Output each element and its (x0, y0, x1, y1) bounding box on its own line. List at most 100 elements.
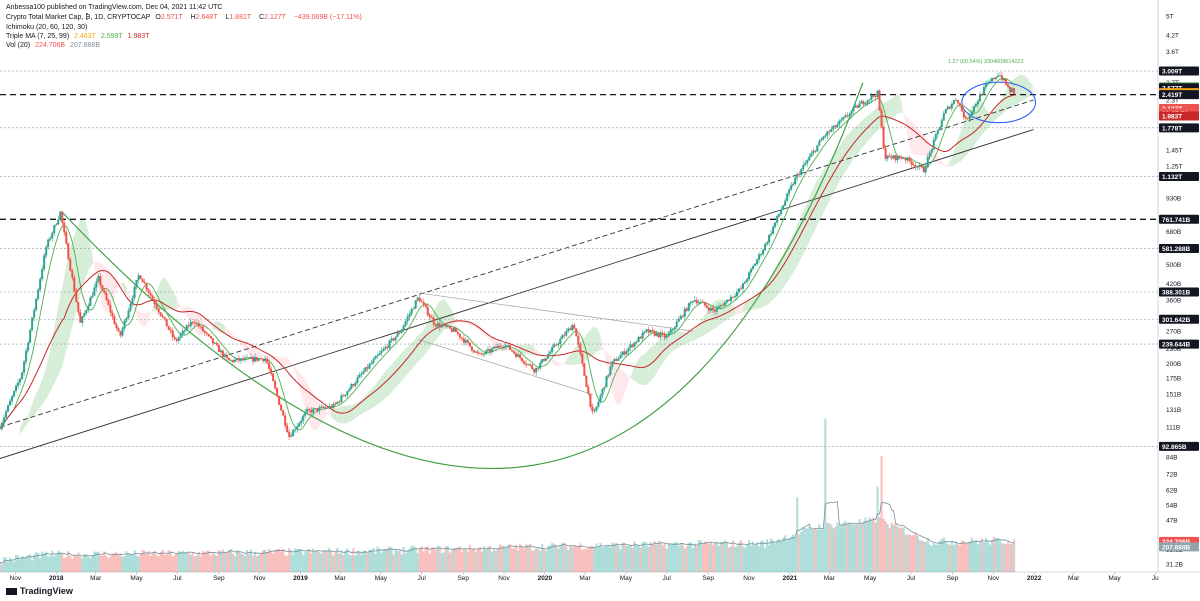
volume-bar (571, 546, 574, 572)
x-tick-label: May (130, 575, 143, 582)
cloud-segment (339, 406, 342, 424)
volume-bar (537, 548, 540, 572)
candle-body (470, 346, 473, 351)
volume-bar (4, 557, 8, 572)
volume-bar (663, 543, 666, 572)
volume-bar (428, 553, 431, 572)
cloud-segment (122, 281, 125, 292)
y-tick-label: 131B (1166, 407, 1181, 414)
volume-bar (332, 555, 335, 572)
volume-bar (61, 553, 64, 572)
candle-body (926, 157, 929, 168)
grid (0, 0, 1200, 573)
volume-bar (103, 551, 106, 572)
candle-body (219, 350, 222, 352)
cloud-segment (421, 329, 424, 358)
cloud-segment (48, 349, 51, 396)
volume-bar (274, 550, 277, 572)
cloud-segment (919, 130, 922, 156)
cloud-segment (393, 360, 396, 390)
cloud-segment (40, 379, 43, 408)
volume-bar (725, 541, 729, 572)
cloud-segment (556, 361, 559, 367)
volume-bar (37, 553, 40, 572)
cloud-segment (863, 117, 866, 147)
candle-body (1, 422, 4, 429)
volume-bar (683, 548, 686, 572)
candle-body (85, 310, 88, 314)
volume-bar (1004, 543, 1008, 572)
candle-body (1007, 84, 1010, 88)
cloud-segment (560, 362, 563, 366)
candle-body (934, 134, 937, 140)
ichimoku-line[interactable]: Ichimoku (20, 60, 120, 30) (6, 23, 90, 32)
candle-body (392, 338, 395, 341)
candle-body (57, 219, 60, 225)
volume-bar (625, 545, 628, 572)
cloud-segment (648, 347, 651, 384)
volume-bar (910, 535, 913, 572)
candle-body (671, 329, 674, 330)
candle-body (195, 323, 198, 324)
cloud-segment (405, 347, 408, 377)
candle-body (91, 295, 94, 298)
candle-body (165, 318, 168, 327)
candle-body (115, 324, 118, 329)
candle-body (952, 100, 955, 105)
volume-bar (111, 553, 114, 572)
volume-bar (633, 541, 636, 572)
volume-bar (165, 554, 168, 572)
candle-body (760, 254, 763, 255)
x-tick-label: Jul (907, 575, 916, 582)
volume-bar (241, 554, 245, 572)
volume-bar (288, 548, 291, 572)
candle-body (294, 429, 297, 431)
cloud-segment (650, 346, 653, 382)
x-tick-label: Sep (213, 575, 225, 582)
time-axis[interactable]: Nov 2018 Mar May Jul Sep Nov 2019 Mar May Jul Sep No… (10, 572, 1160, 582)
candle-body (97, 276, 100, 282)
volume-bar (802, 527, 805, 572)
candle-body (179, 334, 182, 338)
candle-body (77, 301, 80, 313)
volume-bar (649, 541, 652, 572)
volume-bar (153, 551, 156, 572)
volume-bar (673, 542, 676, 572)
cloud-segment (367, 391, 370, 411)
candle-body (278, 395, 281, 405)
cloud-segment (636, 359, 639, 384)
cloud-segment (642, 353, 645, 385)
ohlc-low: L1.881T (225, 14, 254, 21)
cloud-segment (897, 93, 900, 114)
candle-body (625, 351, 628, 355)
cloud-segment (893, 95, 896, 117)
candle-body (173, 337, 176, 339)
volume-bar (934, 544, 937, 572)
candle-body (858, 103, 861, 108)
cloud-segment (303, 376, 306, 409)
price-label-text: 301.642B (1162, 317, 1190, 324)
close-value: 2.127T (264, 14, 286, 21)
candle-body (529, 364, 532, 366)
price-axis[interactable]: 5T4.2T3.6T2.7T2.3T1.45T1.25T930B680B500B… (1166, 14, 1183, 569)
cloud-segment (333, 407, 336, 421)
tradingview-logo[interactable]: TradingView (6, 586, 73, 596)
volume-bar (360, 554, 363, 572)
candle-body (924, 167, 927, 173)
volume-bar (541, 544, 544, 572)
volume-bar (462, 549, 465, 572)
volume-bar (336, 547, 339, 572)
volume-bar (169, 551, 172, 572)
candle-body (175, 338, 178, 341)
volume-bar (573, 546, 576, 572)
candle-body (555, 344, 558, 346)
volume-bar (322, 550, 325, 572)
cloud-segment (437, 301, 440, 338)
cloud-segment (949, 157, 952, 167)
candle-body (0, 426, 1, 429)
candle-body (153, 299, 156, 305)
volume-line[interactable]: Vol (20) 224.706B 207.888B (6, 41, 103, 50)
triple-ma-line[interactable]: Triple MA (7, 25, 99) 2.463T 2.599T 1.98… (6, 32, 152, 41)
candle-body (438, 323, 441, 328)
